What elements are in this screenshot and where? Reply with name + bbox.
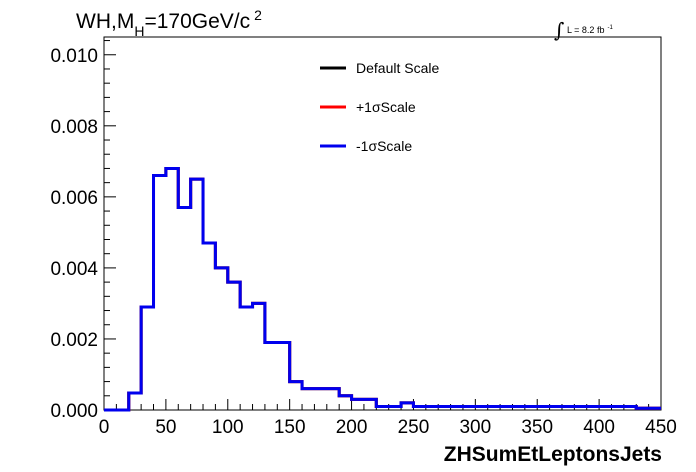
series-line-0 (104, 166, 661, 412)
title-main: WH,M (76, 10, 134, 33)
title-after: =170GeV/c (144, 10, 250, 33)
y-tick-label: 0.002 (50, 330, 98, 351)
lumi-integral: ∫ (554, 18, 564, 42)
x-tick-label: 150 (274, 417, 306, 438)
x-axis-label: ZHSumEtLeptonsJets (444, 443, 662, 466)
y-tick-label: 0.010 (50, 46, 98, 67)
legend-label-2: -1σScale (356, 138, 412, 154)
y-tick-label: 0.008 (50, 117, 98, 138)
x-tick-label: 0 (99, 417, 110, 438)
plot-frame (103, 36, 662, 411)
legend: Default Scale +1σScale -1σScale (320, 60, 439, 154)
y-tick-label: 0.006 (50, 188, 98, 209)
legend-label-1: +1σScale (356, 99, 416, 115)
x-tick-label: 100 (212, 417, 244, 438)
lumi-label: L = 8.2 fb -1 (567, 25, 613, 35)
lumi-text: L = 8.2 fb (567, 25, 604, 35)
y-tick-label: 0.000 (50, 401, 98, 422)
x-tick-label: 200 (336, 417, 368, 438)
title-subscript: H (134, 23, 144, 39)
lumi-sup: -1 (607, 25, 613, 31)
x-tick-label: 450 (645, 417, 677, 438)
x-tick-label: 400 (583, 417, 615, 438)
x-tick-label: 250 (398, 417, 430, 438)
chart-title: WH,MH=170GeV/c 2 (76, 7, 262, 39)
axes: 0 50 100 150 200 250 300 350 400 450 0.000 0.002 0.0… (50, 40, 677, 438)
x-tick-label: 300 (459, 417, 491, 438)
x-tick-label: 350 (521, 417, 553, 438)
x-tick-label: 50 (155, 417, 176, 438)
legend-label-0: Default Scale (356, 60, 439, 76)
series-line-2 (104, 166, 661, 412)
y-tick-label: 0.004 (50, 259, 98, 280)
series-layer (104, 166, 661, 412)
series-line-1 (104, 166, 661, 412)
title-superscript: 2 (254, 7, 262, 23)
